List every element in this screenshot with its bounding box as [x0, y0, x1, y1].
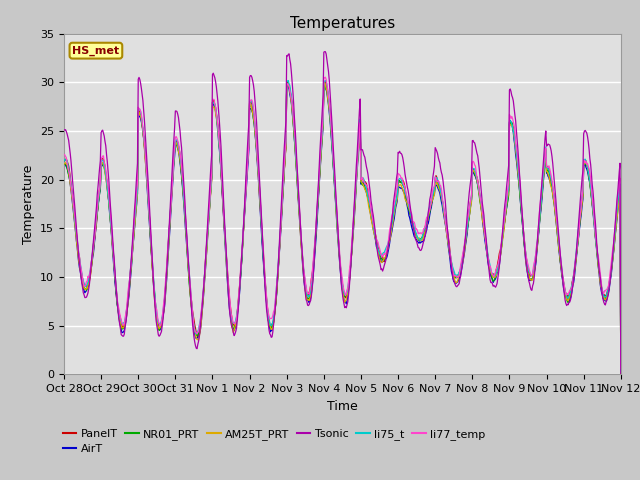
Legend: PanelT, AirT, NR01_PRT, AM25T_PRT, Tsonic, li75_t, li77_temp: PanelT, AirT, NR01_PRT, AM25T_PRT, Tsoni…: [58, 424, 490, 459]
Text: HS_met: HS_met: [72, 46, 120, 56]
Title: Temperatures: Temperatures: [290, 16, 395, 31]
X-axis label: Time: Time: [327, 400, 358, 413]
Y-axis label: Temperature: Temperature: [22, 164, 35, 244]
